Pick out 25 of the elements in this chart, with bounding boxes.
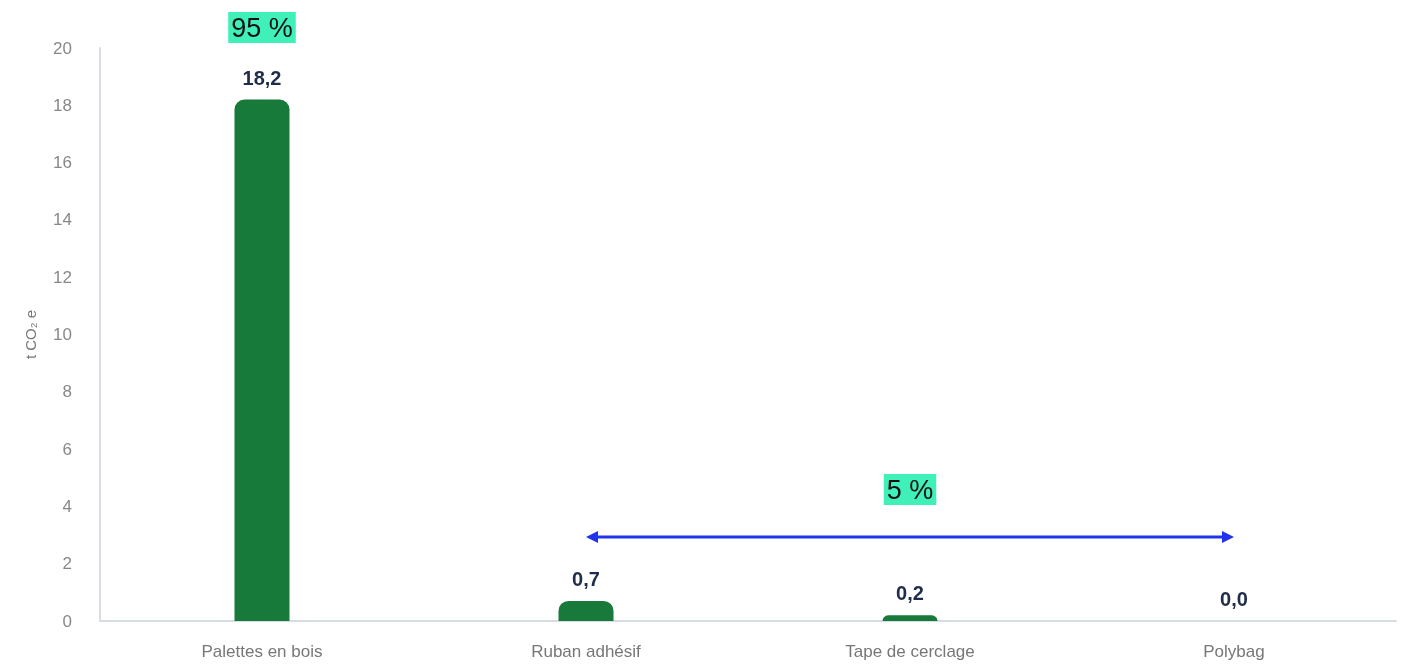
y-tick-label: 14: [53, 210, 72, 230]
y-tick-label: 18: [53, 95, 72, 115]
data-label: 18,2: [242, 66, 282, 89]
annotation: 5 %: [886, 474, 934, 505]
bar: [882, 615, 938, 621]
y-tick-label: 8: [62, 382, 72, 402]
data-label: 0,2: [896, 582, 924, 605]
y-axis-title: t CO₂ e: [22, 309, 39, 360]
y-tick-label: 10: [53, 325, 72, 344]
data-label: 0,0: [1220, 588, 1248, 610]
bar: [558, 600, 614, 621]
y-tick-label: 2: [62, 554, 72, 574]
y-tick-label: 16: [53, 153, 72, 173]
x-tick-label: Palettes en bois: [201, 642, 323, 661]
y-tick-label: 0: [62, 611, 72, 631]
text: 95 %: [231, 12, 293, 43]
x-tick-label: Tape de cerclage: [845, 642, 975, 661]
data-label: 0,7: [572, 567, 600, 590]
bar: [234, 99, 290, 621]
y-tick-label: 12: [53, 267, 72, 287]
x-tick-label: Polybag: [1203, 642, 1265, 661]
y-tick-label: 6: [62, 439, 72, 459]
x-tick-label: Ruban adhésif: [531, 642, 642, 661]
y-tick-label: 4: [62, 496, 72, 516]
y-tick-label: 20: [53, 38, 72, 58]
